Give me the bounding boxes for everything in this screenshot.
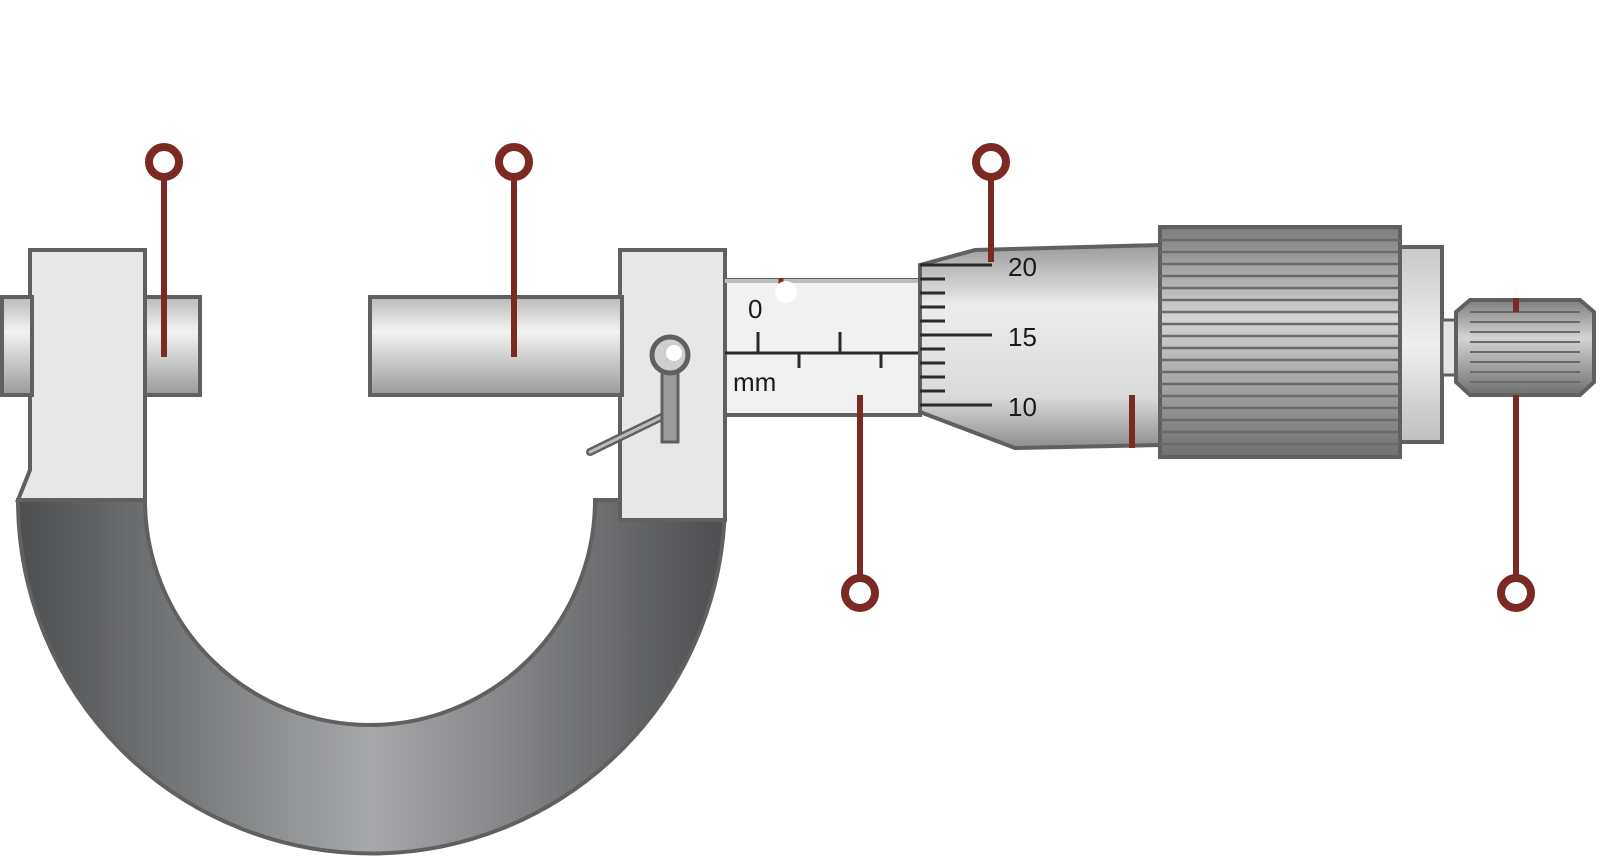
frame-left-block [15, 248, 147, 502]
ratchet [1454, 298, 1596, 397]
ratchet-lines [1470, 311, 1580, 383]
callout-ring [495, 143, 533, 181]
knurled-grip [1158, 225, 1458, 459]
callout-ring [841, 574, 879, 612]
callout-ring [972, 143, 1010, 181]
callout-pointers [145, 143, 1535, 612]
spindle [368, 295, 624, 397]
sleeve-marker-dot [775, 281, 797, 303]
sleeve-lower-ticks [797, 353, 883, 368]
callout-sleeve-scale [841, 395, 879, 612]
thimble-ticks [920, 277, 945, 393]
callout-ring [145, 143, 183, 181]
callout-anvil [145, 143, 183, 357]
callout-spindle [495, 143, 533, 357]
thimble-bevel [918, 242, 1162, 451]
thimble-label-20: 20 [1008, 252, 1037, 282]
frame-arc [15, 498, 728, 856]
lock-lever [586, 334, 691, 456]
micrometer-frame [15, 248, 728, 856]
anvil [0, 295, 202, 397]
callout-ring [1497, 574, 1535, 612]
thimble: 20 15 10 [918, 242, 1162, 451]
callout-ratchet [1497, 395, 1535, 612]
knurl-lines [1160, 238, 1400, 446]
sleeve: 0 mm [723, 278, 922, 417]
sleeve-upper-ticks [756, 332, 842, 353]
callout-thimble-scale [972, 143, 1010, 262]
thimble-label-15: 15 [1008, 322, 1037, 352]
grip-collar [1398, 245, 1444, 444]
sleeve-unit-label: mm [733, 367, 776, 397]
anvil-stub-left [0, 295, 34, 397]
anvil-face [143, 295, 202, 397]
thimble-label-10: 10 [1008, 392, 1037, 422]
sleeve-zero-label: 0 [748, 294, 762, 324]
